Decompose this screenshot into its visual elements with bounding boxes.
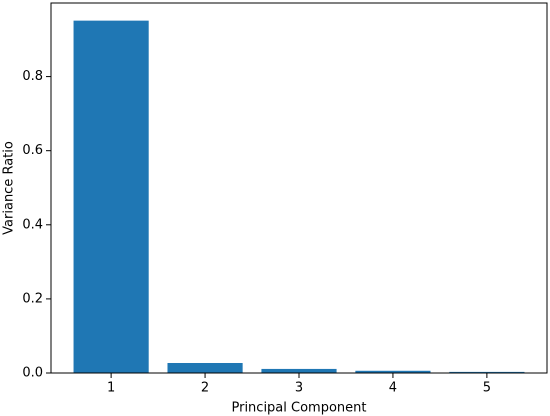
x-tick-label: 3 [295,381,303,396]
y-tick-label: 0.2 [22,291,43,306]
bar [73,20,149,374]
x-tick-label: 1 [107,381,115,396]
bar [355,370,431,373]
x-tick-label: 4 [389,381,397,396]
y-tick-label: 0.8 [22,69,43,84]
y-axis-label: Variance Ratio [2,141,17,235]
y-tick-label: 0.4 [22,217,43,232]
bar [167,362,243,373]
bar [449,371,525,373]
x-tick-label: 5 [483,381,491,396]
plot-frame [50,2,548,374]
bar [261,368,337,373]
y-tick-label: 0.6 [22,143,43,158]
x-axis-label: Principal Component [231,401,366,416]
x-tick-label: 2 [201,381,209,396]
y-tick-label: 0.0 [22,366,43,381]
